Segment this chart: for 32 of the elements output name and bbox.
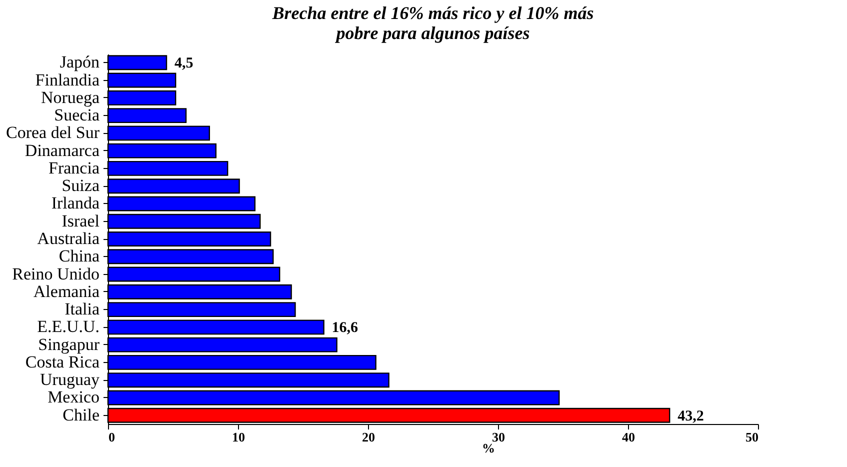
y-tick-label: Chile <box>62 405 100 424</box>
y-tick-label: Japón <box>60 52 100 72</box>
text: Brecha entre el 16% más rico y el 10% más <box>272 3 594 24</box>
y-tick-label: Dinamarca <box>24 140 100 160</box>
data-label: 4,5 <box>174 56 194 72</box>
y-tick-label: Italia <box>64 300 100 319</box>
y-tick-label: Singapur <box>38 334 100 354</box>
x-tick-label: 50 <box>746 430 758 444</box>
y-tick-label: Mexico <box>48 388 100 407</box>
y-tick-label: Suecia <box>54 106 100 125</box>
x-tick-label: 10 <box>232 430 245 444</box>
y-tick-label: Israel <box>62 211 100 230</box>
y-tick-label: Alemania <box>33 282 100 301</box>
x-tick-label: 30 <box>492 430 505 444</box>
data-label: 16,6 <box>332 320 359 336</box>
y-tick-label: E.E.U.U. <box>37 317 100 336</box>
y-tick-label: Francia <box>48 158 100 178</box>
x-tick-label: 0 <box>108 430 115 444</box>
y-tick-label: Corea del Sur <box>6 123 100 142</box>
y-tick-label: Suiza <box>62 176 100 196</box>
y-tick-label: Irlanda <box>51 194 100 213</box>
y-tick-label: Finlandia <box>35 70 100 90</box>
text: pobre para algunos países <box>336 23 530 44</box>
y-tick-label: China <box>58 246 100 266</box>
x-tick-label: 20 <box>362 430 375 444</box>
x-axis-title: % <box>482 440 495 456</box>
y-tick-label: Uruguay <box>40 370 100 390</box>
data-label: 43,2 <box>678 408 704 424</box>
x-tick-label: 40 <box>622 430 635 444</box>
y-tick-label: Noruega <box>40 88 100 107</box>
y-tick-label: Reino Unido <box>12 264 100 284</box>
y-tick-label: Australia <box>37 229 100 248</box>
